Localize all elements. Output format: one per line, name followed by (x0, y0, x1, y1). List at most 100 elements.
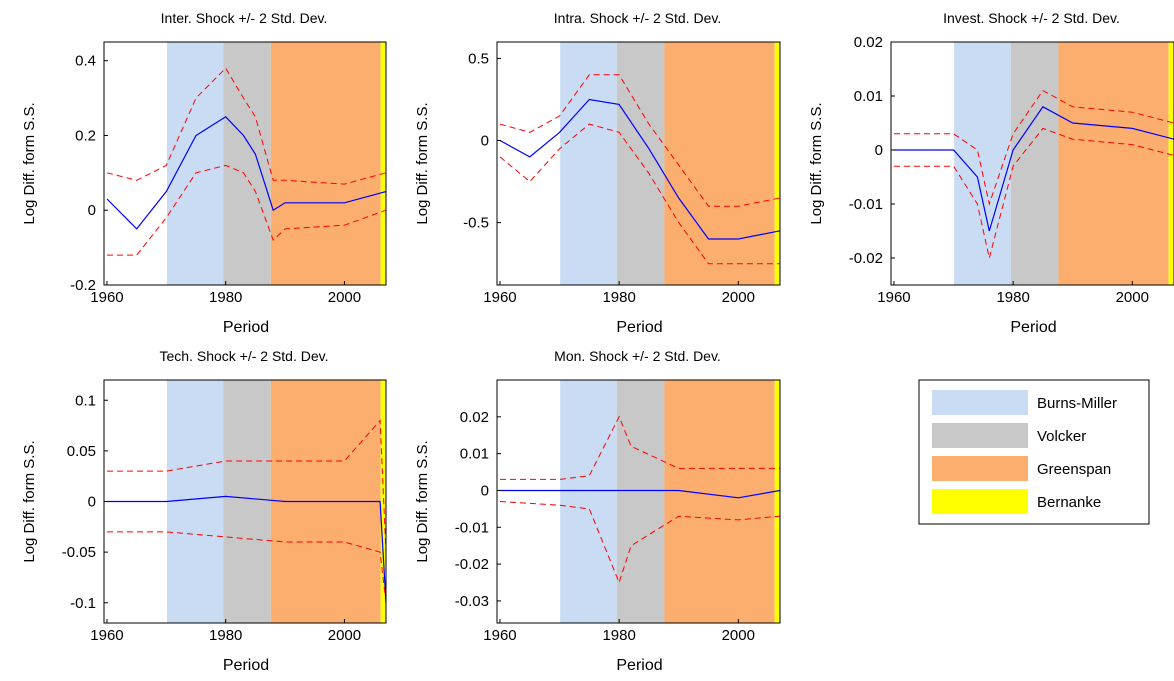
legend-label: Greenspan (1037, 461, 1111, 478)
y-tick-label: 0.02 (460, 409, 489, 426)
era-band-volcker (223, 380, 271, 623)
era-band-greenspan (664, 42, 775, 285)
y-tick-label: -0.2 (70, 277, 96, 294)
y-tick-label: 0.01 (854, 88, 883, 105)
plot-frame (103, 41, 387, 286)
x-tick-label: 2000 (722, 289, 755, 306)
chart-title: Tech. Shock +/- 2 Std. Dev. (160, 348, 329, 364)
era-band-volcker (616, 42, 665, 285)
plot-frame (496, 379, 781, 624)
legend-swatch-volcker (932, 423, 1028, 448)
y-tick-label: -0.03 (455, 593, 489, 610)
era-band-bernanke (774, 380, 780, 623)
era-band-greenspan (664, 380, 775, 623)
legend: Burns-Miller Volcker Greenspan Bernanke (918, 379, 1150, 525)
legend-items: Burns-Miller Volcker Greenspan Bernanke (932, 390, 1117, 514)
y-tick-label: 0.4 (75, 53, 96, 70)
y-axis-label: Log Diff. form S.S. (808, 102, 825, 224)
plot-frame (496, 41, 781, 286)
y-tick-label: 0 (481, 482, 489, 499)
y-tick-label: 0.01 (460, 446, 489, 463)
y-tick-label: -0.02 (455, 556, 489, 573)
era-band-greenspan (1058, 42, 1169, 285)
legend-swatch-burns-miller (932, 390, 1028, 415)
panel-2: 1960 1980 2000 -0.5 0 0.5 Intra. Shock +/- 2 S… (414, 10, 781, 336)
y-tick-label: -0.01 (455, 519, 489, 536)
series-line-estimate (894, 106, 1174, 232)
x-tick-label: 1980 (209, 627, 242, 644)
legend-label: Volcker (1037, 428, 1086, 445)
era-band-burns-miller (166, 380, 224, 623)
series-line-estimate (499, 98, 781, 240)
x-tick-label: 1980 (996, 289, 1029, 306)
x-tick-label: 1980 (602, 627, 635, 644)
series-line-lower-band (499, 123, 780, 265)
panels: 1960 1980 2000 -0.2 0 0.2 0.4 Inter. Shock +/- … (21, 10, 1174, 674)
x-tick-label: 1960 (483, 289, 516, 306)
y-tick-label: -0.05 (62, 544, 96, 561)
y-tick-label: 0 (88, 494, 96, 511)
y-axis-label: Log Diff. form S.S. (414, 102, 431, 224)
x-tick-label: 1980 (602, 289, 635, 306)
panel-5: 1960 1980 2000 -0.03 -0.02 -0.01 0 0.01 0.02 Mon.… (414, 348, 781, 674)
x-axis-label: Period (616, 319, 662, 336)
chart-title: Inter. Shock +/- 2 Std. Dev. (161, 10, 328, 26)
x-axis-label: Period (1010, 319, 1056, 336)
x-tick-label: 2000 (328, 289, 361, 306)
panel-1: 1960 1980 2000 -0.2 0 0.2 0.4 Inter. Shock +/- … (21, 10, 387, 336)
x-tick-label: 1960 (90, 627, 123, 644)
era-band-burns-miller (166, 42, 224, 285)
era-band-volcker (223, 42, 271, 285)
y-tick-label: 0.05 (67, 443, 96, 460)
y-tick-label: 0.1 (75, 392, 96, 409)
era-band-burns-miller (560, 42, 617, 285)
era-band-volcker (1010, 42, 1059, 285)
series-line-lower-band (107, 164, 387, 256)
series-line-upper-band (107, 419, 387, 553)
era-band-burns-miller (560, 380, 617, 623)
series-line-upper-band (106, 67, 387, 185)
chart-title: Mon. Shock +/- 2 Std. Dev. (554, 348, 721, 364)
series-line-estimate (500, 489, 781, 499)
x-tick-label: 2000 (1116, 289, 1149, 306)
era-band-bernanke (380, 42, 386, 285)
panel-4: 1960 1980 2000 -0.1 -0.05 0 0.05 0.1 Tech. Shock… (21, 348, 387, 674)
y-tick-label: 0 (88, 202, 96, 219)
era-band-greenspan (270, 42, 381, 285)
series-line-lower-band (499, 501, 781, 584)
y-tick-label: -0.5 (463, 215, 489, 232)
era-band-volcker (616, 380, 665, 623)
y-axis-label: Log Diff. form S.S. (21, 440, 38, 562)
legend-label: Burns-Miller (1037, 395, 1117, 412)
series-line-lower-band (894, 127, 1174, 259)
x-tick-label: 1960 (90, 289, 123, 306)
series-line-upper-band (499, 74, 781, 207)
legend-swatch-greenspan (932, 456, 1028, 481)
series-line-upper-band (500, 415, 780, 480)
series-line-lower-band (107, 531, 387, 603)
y-tick-label: 0.02 (854, 34, 883, 51)
legend-label: Bernanke (1037, 494, 1101, 511)
x-tick-label: 2000 (328, 627, 361, 644)
x-tick-label: 1980 (209, 289, 242, 306)
x-axis-label: Period (223, 319, 269, 336)
era-band-burns-miller (954, 42, 1011, 285)
x-axis-label: Period (223, 657, 269, 674)
y-tick-label: -0.1 (70, 595, 96, 612)
y-axis-label: Log Diff. form S.S. (21, 102, 38, 224)
y-tick-label: -0.02 (849, 250, 883, 267)
legend-swatch-bernanke (932, 489, 1028, 514)
series-line-estimate (107, 495, 387, 603)
y-tick-label: 0 (875, 142, 883, 159)
chart-title: Invest. Shock +/- 2 Std. Dev. (943, 10, 1120, 26)
chart-title: Intra. Shock +/- 2 Std. Dev. (554, 10, 721, 26)
x-tick-label: 2000 (722, 627, 755, 644)
series-line-upper-band (894, 89, 1174, 206)
panel-3: 1960 1980 2000 -0.02 -0.01 0 0.01 0.02 Invest. S… (808, 10, 1174, 336)
y-axis-label: Log Diff. form S.S. (414, 440, 431, 562)
series-line-estimate (106, 116, 387, 230)
x-tick-label: 1960 (483, 627, 516, 644)
era-band-bernanke (774, 42, 780, 285)
x-axis-label: Period (616, 657, 662, 674)
